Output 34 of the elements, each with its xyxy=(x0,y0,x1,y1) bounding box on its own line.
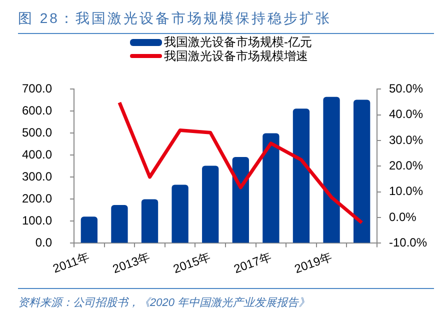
bar xyxy=(262,133,280,243)
bar xyxy=(354,100,370,243)
x-tick-label: 2017年 xyxy=(232,250,274,276)
y2-tick-label: 10.0% xyxy=(388,184,424,198)
y-tick-label: 0.0 xyxy=(35,236,52,250)
y-tick-label: 700.0 xyxy=(22,82,52,96)
legend-label: 我国激光设备市场规模增速 xyxy=(164,49,308,63)
y2-tick-label: 30.0% xyxy=(388,132,424,147)
y-tick-label: 400.0 xyxy=(22,148,52,162)
text: 资料来源：公司招股书，《2020 年中国激光产业发展报告》 xyxy=(18,296,311,310)
y2-tick-label: -10.0% xyxy=(388,236,428,250)
y2-tick-label: 0.0% xyxy=(388,210,417,224)
y2-tick-label: 50.0% xyxy=(388,82,424,96)
bar xyxy=(323,96,340,243)
bar xyxy=(80,216,98,243)
y-tick-label: 500.0 xyxy=(22,126,52,140)
legend-label: 我国激光设备市场规模-亿元 xyxy=(164,35,312,49)
y-tick-label: 600.0 xyxy=(22,104,52,118)
y-tick-label: 100.0 xyxy=(22,214,52,228)
bar xyxy=(232,156,249,243)
x-tick-label: 2011年 xyxy=(51,250,92,276)
y-tick-label: 200.0 xyxy=(22,192,52,206)
x-tick-label: 2019年 xyxy=(292,250,334,276)
bar xyxy=(111,204,128,243)
y2-tick-label: 20.0% xyxy=(388,158,424,173)
bar xyxy=(202,166,219,243)
y-tick-label: 300.0 xyxy=(22,170,52,184)
x-tick-label: 2013年 xyxy=(110,250,152,276)
bar xyxy=(292,108,310,243)
bar xyxy=(141,199,158,243)
y2-tick-label: 40.0% xyxy=(388,107,424,122)
chart-title: 图 28：我国激光设备市场规模保持稳步扩张 xyxy=(18,10,434,34)
bar xyxy=(172,184,188,243)
x-tick-label: 2015年 xyxy=(171,250,213,276)
